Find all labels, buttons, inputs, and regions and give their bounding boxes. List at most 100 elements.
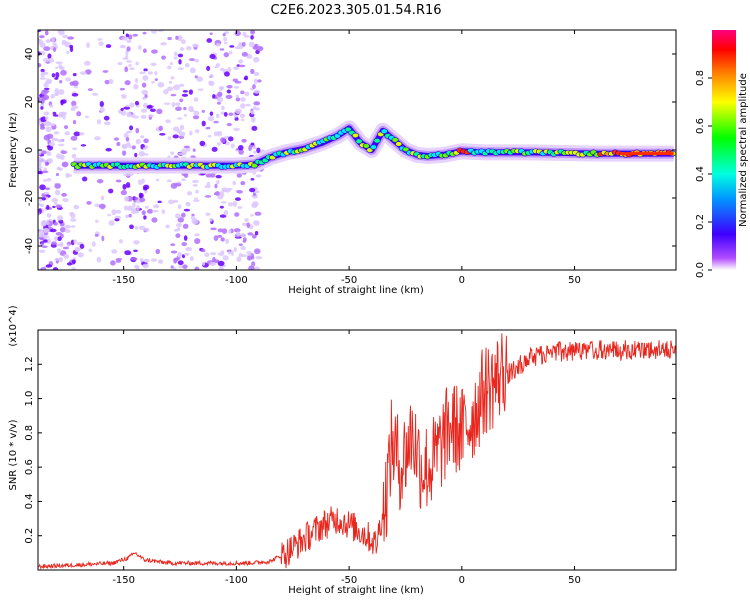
noise-speck [54, 93, 59, 97]
noise-speck [38, 157, 43, 163]
noise-speck [253, 107, 261, 111]
noise-speck [174, 102, 181, 106]
noise-speck [177, 251, 183, 258]
noise-speck [111, 249, 118, 254]
noise-speck [193, 110, 200, 116]
noise-speck [157, 200, 162, 204]
noise-speck [219, 48, 225, 51]
noise-speck [49, 104, 54, 108]
noise-speck [246, 250, 252, 255]
noise-speck [177, 204, 182, 210]
noise-speck [126, 39, 132, 44]
noise-speck [254, 231, 259, 236]
noise-speck [219, 214, 227, 218]
noise-speck [177, 53, 184, 58]
noise-speck [56, 153, 62, 160]
snr-panel: -150 -100 -50 0 50 0.2 0.4 0.6 0.8 1.0 1.2 Height … [8, 305, 677, 596]
noise-speck [143, 258, 150, 263]
noise-speck [43, 134, 51, 141]
noise-speck [80, 144, 87, 147]
snr-y-tick-label: 1.2 [24, 356, 35, 372]
noise-speck [86, 42, 90, 49]
noise-speck [71, 153, 77, 159]
noise-speck [143, 215, 147, 220]
noise-speck [66, 262, 73, 266]
noise-speck [170, 243, 176, 247]
noise-speck [205, 212, 211, 216]
noise-speck [226, 122, 232, 127]
noise-speck [206, 65, 211, 72]
noise-speck [232, 78, 239, 82]
noise-speck [169, 61, 173, 66]
noise-speck [30, 230, 33, 236]
noise-speck [226, 85, 233, 89]
noise-speck [183, 235, 188, 241]
noise-speck [166, 179, 172, 183]
noise-speck [50, 93, 55, 99]
noise-speck [105, 44, 112, 49]
noise-speck [239, 113, 246, 119]
noise-speck [81, 176, 88, 182]
noise-speck [66, 243, 71, 247]
noise-speck [185, 202, 191, 207]
noise-speck [183, 252, 190, 256]
noise-speck [213, 235, 219, 241]
noise-speck [49, 123, 56, 127]
noise-speck [43, 111, 50, 116]
noise-speck [41, 150, 47, 155]
spectrogram-y-tick-label: 0 [24, 147, 35, 153]
noise-speck [253, 101, 260, 106]
noise-speck [214, 183, 218, 189]
noise-speck [250, 213, 254, 217]
noise-speck [125, 130, 133, 134]
noise-speck [58, 30, 65, 36]
colorbar-gradient [712, 30, 736, 270]
noise-speck [223, 71, 230, 77]
noise-speck [246, 53, 252, 58]
noise-speck [63, 253, 70, 259]
colorbar-tick-label: 0.6 [695, 118, 706, 134]
noise-speck [57, 236, 62, 242]
noise-speck [73, 131, 81, 137]
noise-speck [84, 115, 89, 119]
noise-speck [228, 50, 233, 55]
noise-speck [72, 147, 78, 151]
noise-speck [217, 194, 224, 200]
noise-speck [131, 145, 136, 150]
noise-speck [38, 149, 42, 156]
noise-speck [141, 82, 147, 88]
noise-speck [40, 106, 44, 110]
noise-speck [46, 213, 52, 218]
noise-speck [60, 66, 65, 71]
noise-speck [206, 38, 213, 43]
noise-speck [225, 94, 233, 100]
noise-speck [53, 235, 58, 242]
colorbar-tick-label: 0.8 [695, 70, 706, 86]
noise-speck [246, 255, 253, 261]
noise-speck [39, 184, 46, 191]
noise-speck [128, 64, 132, 67]
noise-speck [257, 79, 262, 83]
ridge-blob [391, 137, 399, 143]
noise-speck [103, 115, 110, 121]
noise-speck [96, 256, 102, 263]
noise-speck [139, 71, 146, 75]
noise-speck [142, 48, 147, 54]
noise-speck [235, 97, 241, 102]
noise-speck [155, 178, 160, 182]
noise-speck [223, 31, 230, 34]
noise-speck [39, 197, 43, 203]
spectrogram-x-tick-label: -100 [225, 275, 248, 286]
noise-speck [223, 112, 228, 117]
noise-speck [236, 172, 242, 178]
noise-speck [215, 113, 220, 119]
noise-speck [63, 125, 69, 130]
noise-speck [96, 119, 102, 125]
snr-x-tick-label: 0 [459, 575, 465, 586]
noise-speck [76, 111, 82, 117]
noise-speck [71, 105, 79, 110]
noise-speck [143, 68, 148, 72]
noise-speck [111, 209, 117, 216]
noise-speck [233, 127, 240, 132]
noise-speck [253, 71, 260, 77]
